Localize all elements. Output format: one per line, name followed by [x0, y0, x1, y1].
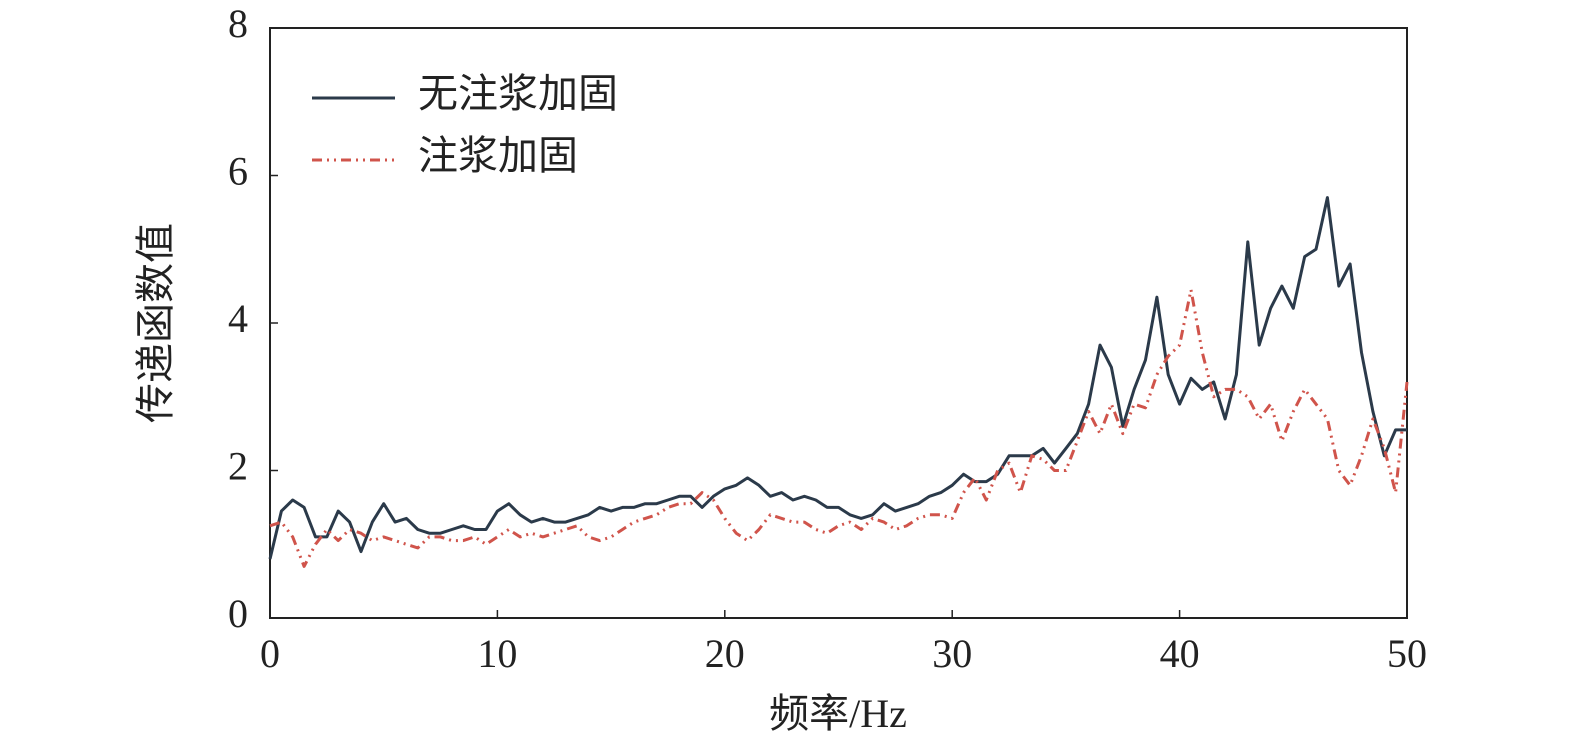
- x-tick-label: 10: [477, 631, 517, 676]
- x-axis-label: 频率/Hz: [769, 691, 907, 736]
- legend-label: 注浆加固: [418, 133, 578, 178]
- y-axis-label: 传递函数值: [133, 223, 178, 423]
- x-tick-label: 20: [705, 631, 745, 676]
- x-tick-label: 30: [932, 631, 972, 676]
- y-tick-label: 0: [228, 591, 248, 636]
- y-tick-label: 4: [228, 296, 248, 341]
- y-tick-label: 2: [228, 444, 248, 489]
- y-tick-label: 8: [228, 1, 248, 46]
- series-line: [268, 196, 1407, 560]
- series-line: [269, 288, 1409, 568]
- x-tick-label: 0: [260, 631, 280, 676]
- legend-label: 无注浆加固: [418, 71, 618, 116]
- x-tick-label: 50: [1387, 631, 1427, 676]
- x-tick-label: 40: [1160, 631, 1200, 676]
- y-tick-label: 6: [228, 149, 248, 194]
- plot-frame: [269, 27, 1408, 619]
